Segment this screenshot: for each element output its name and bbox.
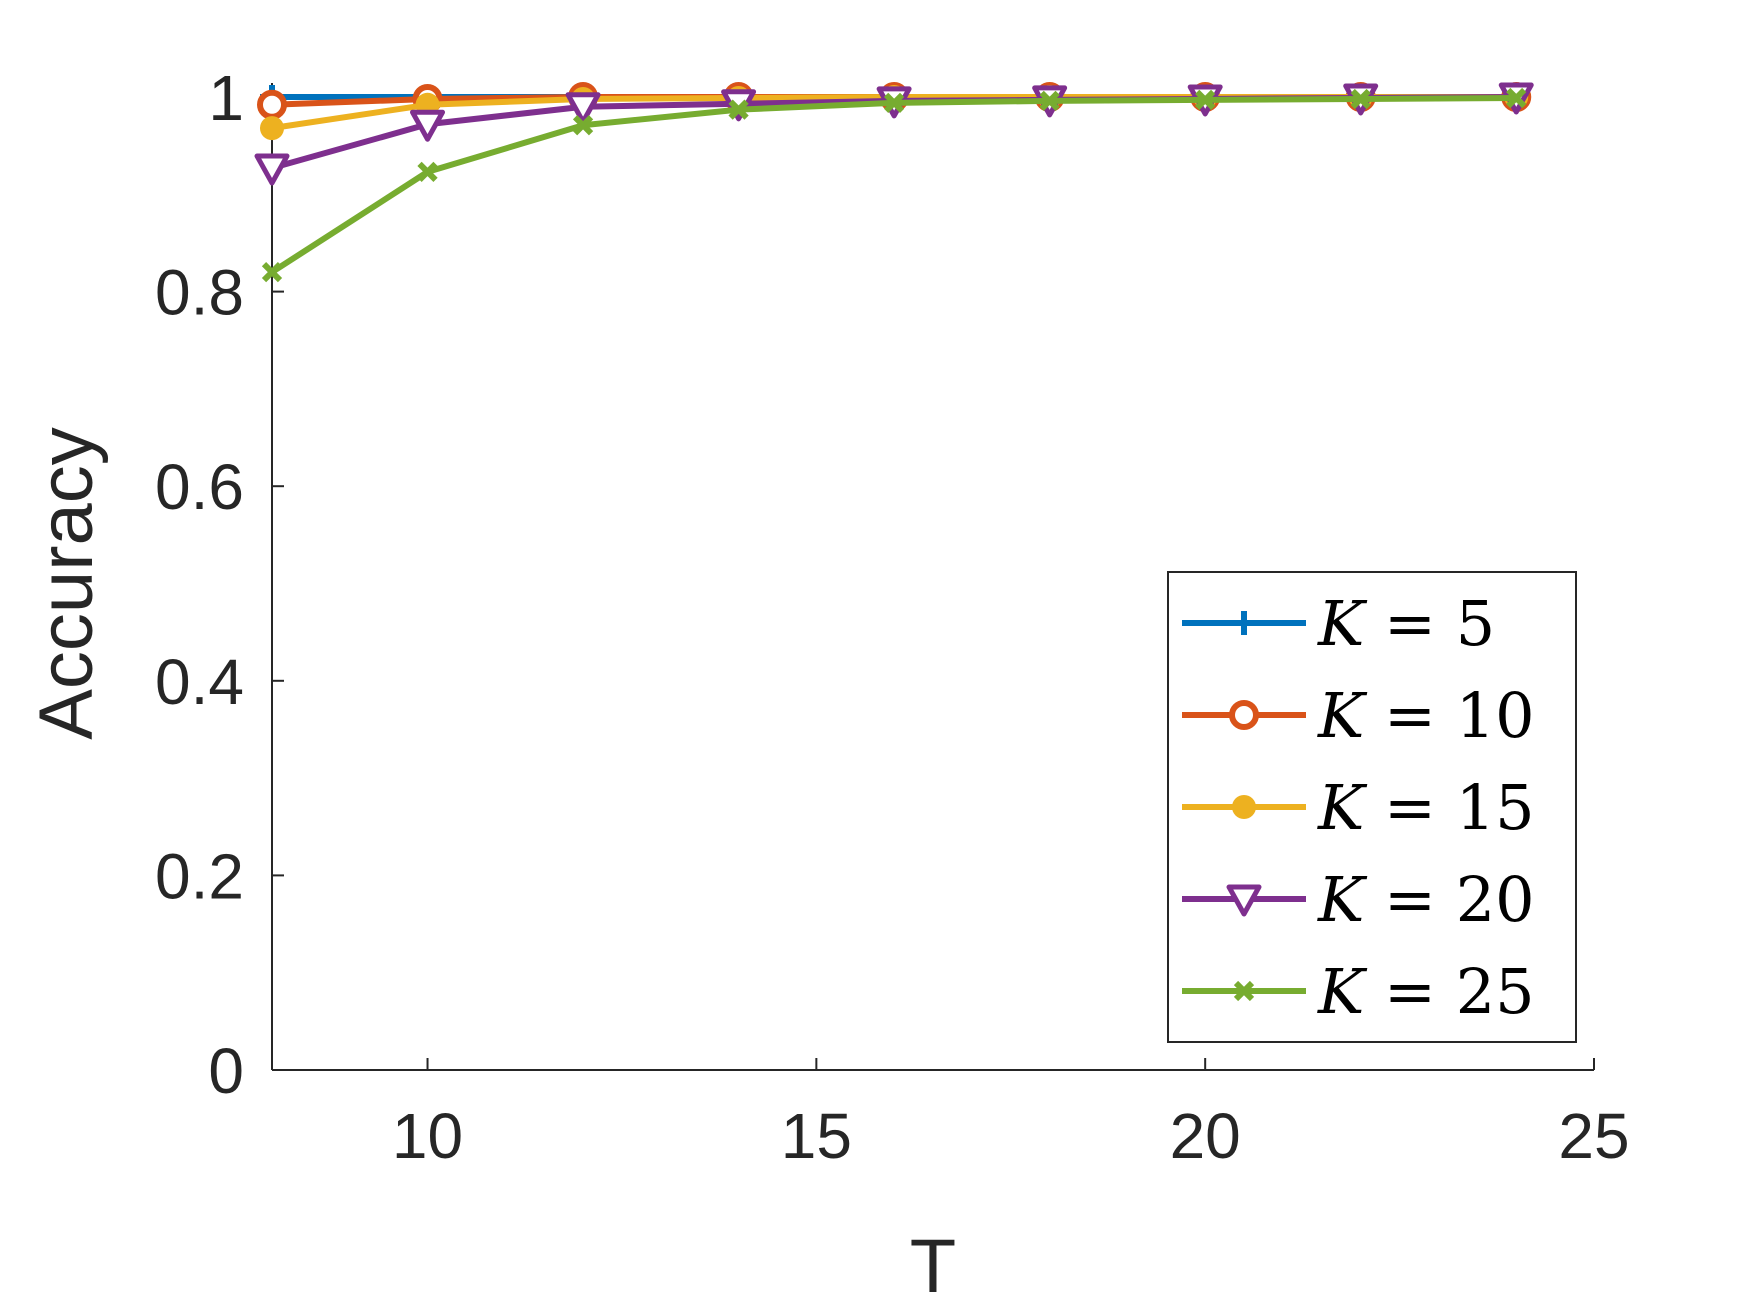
x-tick-label: 20 bbox=[1170, 1100, 1241, 1172]
data-point-x bbox=[572, 115, 594, 136]
x-axis-title: T bbox=[910, 1224, 956, 1309]
data-point-circle bbox=[257, 89, 287, 120]
data-point-circle bbox=[1229, 700, 1259, 730]
legend-label: K = 10 bbox=[1317, 679, 1535, 752]
x-tick-label: 15 bbox=[781, 1100, 852, 1172]
data-point-x bbox=[1506, 87, 1527, 109]
legend-entry: K = 20 bbox=[1182, 863, 1535, 936]
data-point-dot bbox=[1232, 795, 1256, 819]
data-point-triangle bbox=[254, 153, 290, 186]
y-ticks: 0 0.2 0.4 0.6 0.8 1 bbox=[155, 62, 284, 1107]
data-point-triangle bbox=[1226, 884, 1262, 917]
data-point-plus bbox=[1232, 611, 1256, 635]
data-point-x bbox=[1233, 980, 1255, 1002]
legend: K = 5 K = 10 K = 15 K = 20 K = 25 bbox=[1167, 571, 1577, 1043]
series-k25 bbox=[261, 87, 1527, 283]
data-point-x bbox=[883, 92, 905, 113]
data-point-x bbox=[1350, 88, 1371, 110]
data-point-dot bbox=[260, 116, 284, 141]
y-tick-label: 0.6 bbox=[155, 451, 244, 523]
legend-entry: K = 10 bbox=[1182, 679, 1535, 752]
x-tick-label: 10 bbox=[392, 1100, 463, 1172]
data-point-triangle bbox=[410, 109, 446, 142]
series-layer bbox=[254, 82, 1534, 283]
y-tick-label: 0.8 bbox=[155, 257, 244, 329]
legend-label: K = 5 bbox=[1317, 587, 1495, 660]
legend-label: K = 25 bbox=[1317, 955, 1535, 1028]
legend-entry: K = 5 bbox=[1182, 587, 1495, 660]
legend-label: K = 15 bbox=[1317, 771, 1535, 844]
y-tick-label: 0.4 bbox=[155, 646, 244, 718]
data-point-x bbox=[1039, 90, 1060, 112]
y-tick-label: 1 bbox=[208, 62, 244, 134]
x-ticks: 10 15 20 25 bbox=[392, 1058, 1630, 1172]
legend-label: K = 20 bbox=[1317, 863, 1535, 936]
data-point-x bbox=[417, 161, 438, 183]
legend-entry: K = 15 bbox=[1182, 771, 1535, 844]
y-axis-title: Accuracy bbox=[24, 427, 109, 740]
y-tick-label: 0.2 bbox=[155, 840, 244, 912]
data-point-x bbox=[261, 262, 283, 283]
series-line bbox=[270, 94, 1517, 275]
axes bbox=[271, 83, 1594, 1071]
x-tick-label: 25 bbox=[1558, 1100, 1629, 1172]
y-tick-label: 0 bbox=[208, 1035, 244, 1107]
legend-entry: K = 25 bbox=[1182, 955, 1535, 1028]
data-point-triangle bbox=[565, 92, 601, 125]
data-point-x bbox=[1195, 89, 1216, 111]
data-point-x bbox=[728, 99, 749, 120]
